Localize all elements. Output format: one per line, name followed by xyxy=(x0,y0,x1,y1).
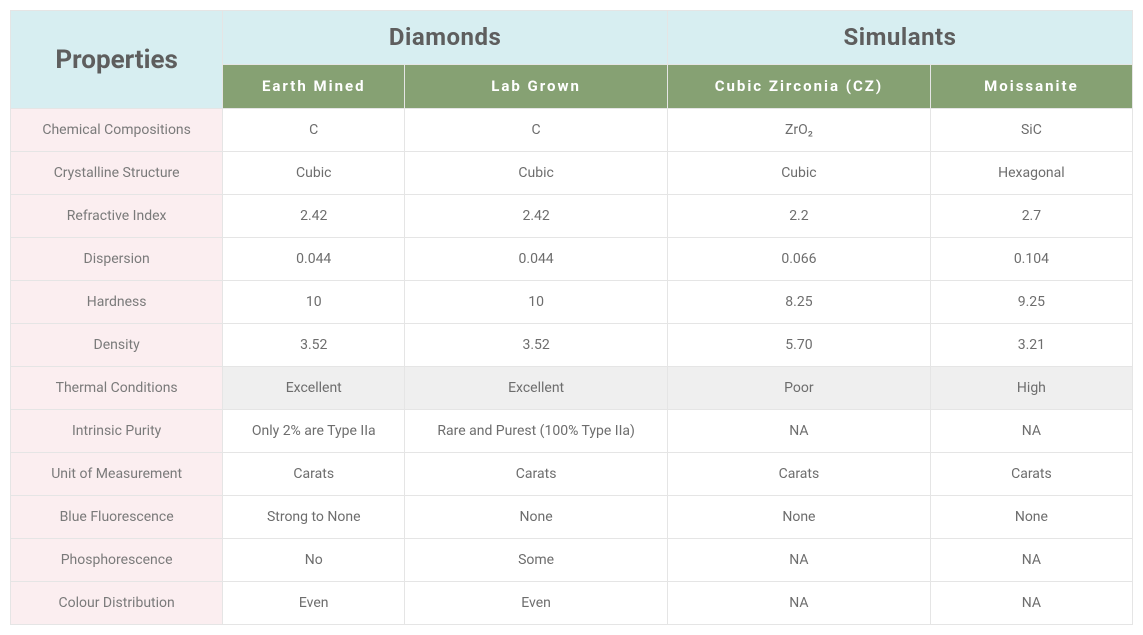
data-cell: 8.25 xyxy=(668,281,931,324)
data-cell: Cubic xyxy=(223,152,405,195)
data-cell: 2.42 xyxy=(223,195,405,238)
corner-header: Properties xyxy=(11,11,223,109)
data-cell: NA xyxy=(930,582,1132,625)
data-cell: NA xyxy=(668,582,931,625)
data-cell: Carats xyxy=(930,453,1132,496)
table-row: Hardness10108.259.25 xyxy=(11,281,1133,324)
sub-header-cz: Cubic Zirconia (CZ) xyxy=(668,64,931,108)
data-cell: Some xyxy=(405,539,668,582)
data-cell: 0.066 xyxy=(668,238,931,281)
data-cell: Cubic xyxy=(668,152,931,195)
property-label: Colour Distribution xyxy=(11,582,223,625)
data-cell: NA xyxy=(668,539,931,582)
data-cell: Cubic xyxy=(405,152,668,195)
data-cell: 5.70 xyxy=(668,324,931,367)
property-label: Intrinsic Purity xyxy=(11,410,223,453)
data-cell: 0.044 xyxy=(223,238,405,281)
data-cell: None xyxy=(405,496,668,539)
data-cell: C xyxy=(223,109,405,152)
table-row: Blue FluorescenceStrong to NoneNoneNoneN… xyxy=(11,496,1133,539)
data-cell: Even xyxy=(405,582,668,625)
property-label: Hardness xyxy=(11,281,223,324)
table-body: Chemical CompositionsCCZrO₂SiCCrystallin… xyxy=(11,109,1133,625)
data-cell: NA xyxy=(930,410,1132,453)
sub-header-moissanite: Moissanite xyxy=(930,64,1132,108)
data-cell: 9.25 xyxy=(930,281,1132,324)
data-cell: 2.42 xyxy=(405,195,668,238)
data-cell: NA xyxy=(930,539,1132,582)
data-cell: Poor xyxy=(668,367,931,410)
table-row: Refractive Index2.422.422.22.7 xyxy=(11,195,1133,238)
data-cell: Only 2% are Type IIa xyxy=(223,410,405,453)
data-cell: Excellent xyxy=(223,367,405,410)
property-label: Chemical Compositions xyxy=(11,109,223,152)
group-header-simulants: Simulants xyxy=(668,11,1133,65)
table-row: Dispersion0.0440.0440.0660.104 xyxy=(11,238,1133,281)
data-cell: C xyxy=(405,109,668,152)
table-row: Intrinsic PurityOnly 2% are Type IIaRare… xyxy=(11,410,1133,453)
property-label: Unit of Measurement xyxy=(11,453,223,496)
data-cell: Carats xyxy=(405,453,668,496)
table-row: Colour DistributionEvenEvenNANA xyxy=(11,582,1133,625)
data-cell: Excellent xyxy=(405,367,668,410)
data-cell: 3.21 xyxy=(930,324,1132,367)
data-cell: 10 xyxy=(405,281,668,324)
data-cell: None xyxy=(668,496,931,539)
table-row: PhosphorescenceNoSomeNANA xyxy=(11,539,1133,582)
data-cell: 3.52 xyxy=(405,324,668,367)
property-label: Crystalline Structure xyxy=(11,152,223,195)
data-cell: Strong to None xyxy=(223,496,405,539)
header-row-groups: Properties Diamonds Simulants xyxy=(11,11,1133,65)
data-cell: No xyxy=(223,539,405,582)
data-cell: Carats xyxy=(223,453,405,496)
data-cell: Hexagonal xyxy=(930,152,1132,195)
data-cell: None xyxy=(930,496,1132,539)
property-label: Density xyxy=(11,324,223,367)
property-label: Dispersion xyxy=(11,238,223,281)
table-row: Crystalline StructureCubicCubicCubicHexa… xyxy=(11,152,1133,195)
data-cell: 0.044 xyxy=(405,238,668,281)
property-label: Blue Fluorescence xyxy=(11,496,223,539)
data-cell: ZrO₂ xyxy=(668,109,931,152)
data-cell: High xyxy=(930,367,1132,410)
data-cell: Rare and Purest (100% Type IIa) xyxy=(405,410,668,453)
data-cell: 0.104 xyxy=(930,238,1132,281)
data-cell: 3.52 xyxy=(223,324,405,367)
data-cell: NA xyxy=(668,410,931,453)
data-cell: 2.7 xyxy=(930,195,1132,238)
property-label: Thermal Conditions xyxy=(11,367,223,410)
data-cell: Carats xyxy=(668,453,931,496)
table-row: Chemical CompositionsCCZrO₂SiC xyxy=(11,109,1133,152)
data-cell: Even xyxy=(223,582,405,625)
comparison-table: Properties Diamonds Simulants Earth Mine… xyxy=(10,10,1133,625)
sub-header-earth-mined: Earth Mined xyxy=(223,64,405,108)
data-cell: SiC xyxy=(930,109,1132,152)
property-label: Refractive Index xyxy=(11,195,223,238)
sub-header-lab-grown: Lab Grown xyxy=(405,64,668,108)
group-header-diamonds: Diamonds xyxy=(223,11,668,65)
property-label: Phosphorescence xyxy=(11,539,223,582)
data-cell: 10 xyxy=(223,281,405,324)
table-row: Unit of MeasurementCaratsCaratsCaratsCar… xyxy=(11,453,1133,496)
data-cell: 2.2 xyxy=(668,195,931,238)
table-row: Thermal ConditionsExcellentExcellentPoor… xyxy=(11,367,1133,410)
table-row: Density3.523.525.703.21 xyxy=(11,324,1133,367)
